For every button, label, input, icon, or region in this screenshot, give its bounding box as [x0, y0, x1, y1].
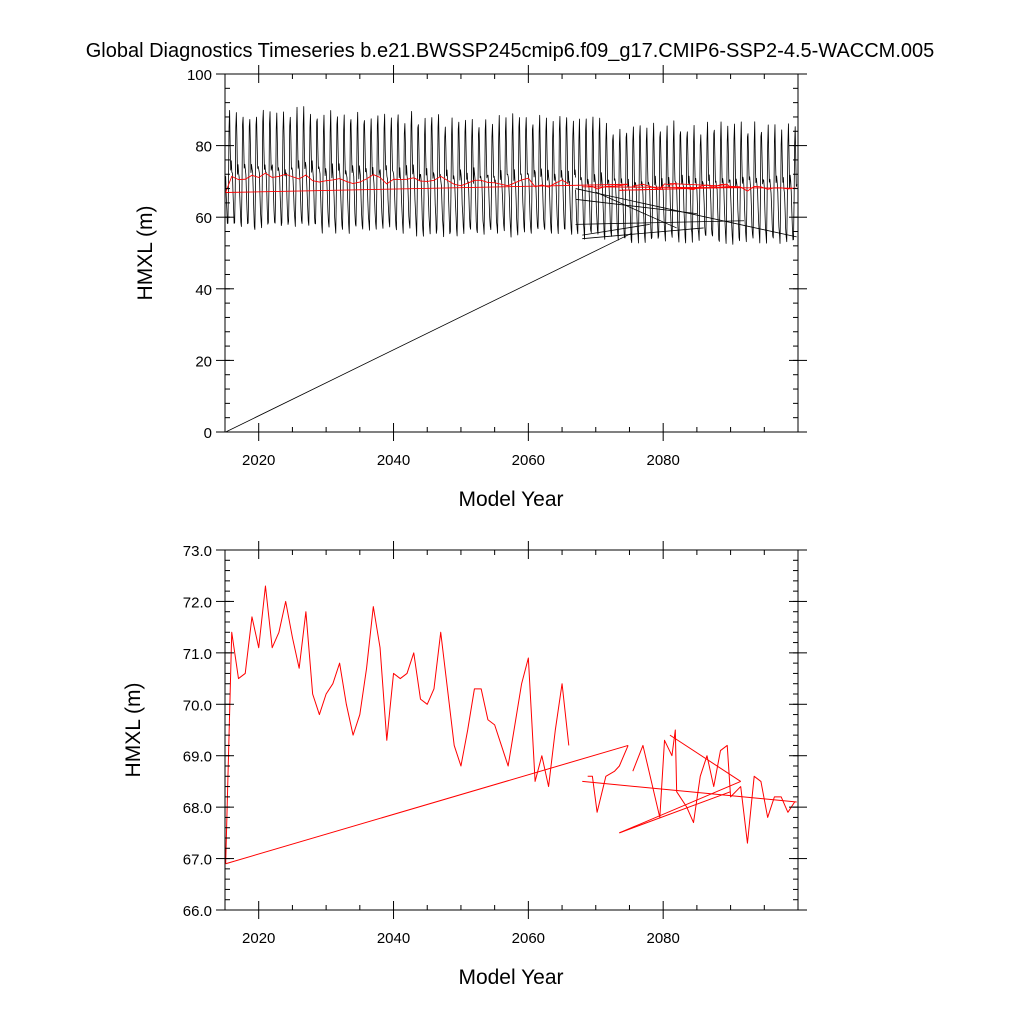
top-y-tick-label: 100: [187, 67, 212, 84]
top-annual-mean-extra-line: [582, 186, 797, 189]
bottom-annual-mean-extra-line: [669, 734, 741, 782]
top-series-fallback-line: [582, 227, 704, 240]
top-y-tick-label: 40: [195, 282, 212, 299]
bottom-x-tick-label: 2080: [646, 930, 679, 947]
bottom-y-tick-label: 67.0: [183, 852, 212, 869]
top-series-monthly-line-late: [575, 116, 798, 245]
bottom-annual-mean-extra-line: [582, 780, 797, 803]
top-y-tick-label: 80: [195, 139, 212, 156]
bottom-annual-mean-extra-line: [632, 729, 796, 844]
top-annual-mean-extra-line: [669, 183, 741, 188]
bottom-annual-mean-extra-line: [619, 780, 741, 834]
bottom-plot-frame: [224, 549, 799, 911]
bottom-annual-mean-extra-line: [619, 791, 731, 834]
top-y-tick-label: 20: [195, 353, 212, 370]
bottom-y-tick-label: 71.0: [183, 646, 212, 663]
top-series-ramp-line: [225, 232, 632, 432]
top-y-tick-label: 0: [204, 425, 212, 442]
bottom-y-axis-title: HMXL (m): [122, 683, 145, 778]
bottom-y-tick-label: 70.0: [183, 697, 212, 714]
bottom-y-tick-label: 72.0: [183, 594, 212, 611]
top-x-tick-label: 2040: [377, 452, 410, 469]
bottom-axis-ticks: 2020 2040 2060 2080 66.0 67.0 68.0 69.0 70.0 71.0…: [183, 541, 807, 947]
bottom-x-tick-label: 2060: [512, 930, 545, 947]
bottom-plot-lines: [225, 585, 797, 865]
top-series-fallback-line: [575, 220, 745, 225]
top-x-tick-label: 2060: [512, 452, 545, 469]
top-series-fallback-line: [582, 223, 650, 236]
top-series-monthly-line: [225, 106, 577, 238]
top-x-axis-title: Model Year: [458, 488, 563, 511]
top-x-tick-label: 2080: [646, 452, 679, 469]
top-plot-frame: [224, 73, 799, 433]
top-series-fallback-line: [595, 191, 677, 229]
top-x-tick-label: 2020: [242, 452, 275, 469]
bottom-panel: 2020 2040 2060 2080 66.0 67.0 68.0 69.0 70.0 71.0…: [122, 541, 807, 989]
bottom-annual-mean-extra-line: [225, 744, 629, 865]
bottom-annual-mean-line: [225, 585, 570, 864]
bottom-y-tick-label: 66.0: [183, 903, 212, 920]
top-annual-mean-extra-line: [225, 183, 629, 193]
top-y-axis-title: HMXL (m): [134, 206, 157, 301]
figure-title: Global Diagnostics Timeseries b.e21.BWSS…: [86, 40, 935, 62]
top-annual-mean-extra-line: [619, 187, 731, 191]
bottom-x-axis-title: Model Year: [458, 966, 563, 989]
bottom-y-tick-label: 69.0: [183, 749, 212, 766]
top-plot-lines: [225, 106, 798, 432]
bottom-x-tick-label: 2020: [242, 930, 275, 947]
bottom-y-tick-label: 73.0: [183, 543, 212, 560]
bottom-x-tick-label: 2040: [377, 930, 410, 947]
top-annual-mean-line: [225, 172, 570, 193]
top-y-tick-label: 60: [195, 210, 212, 227]
top-series-fallback-line: [575, 198, 697, 215]
bottom-annual-mean-extra-line: [587, 745, 629, 813]
bottom-y-tick-label: 68.0: [183, 800, 212, 817]
